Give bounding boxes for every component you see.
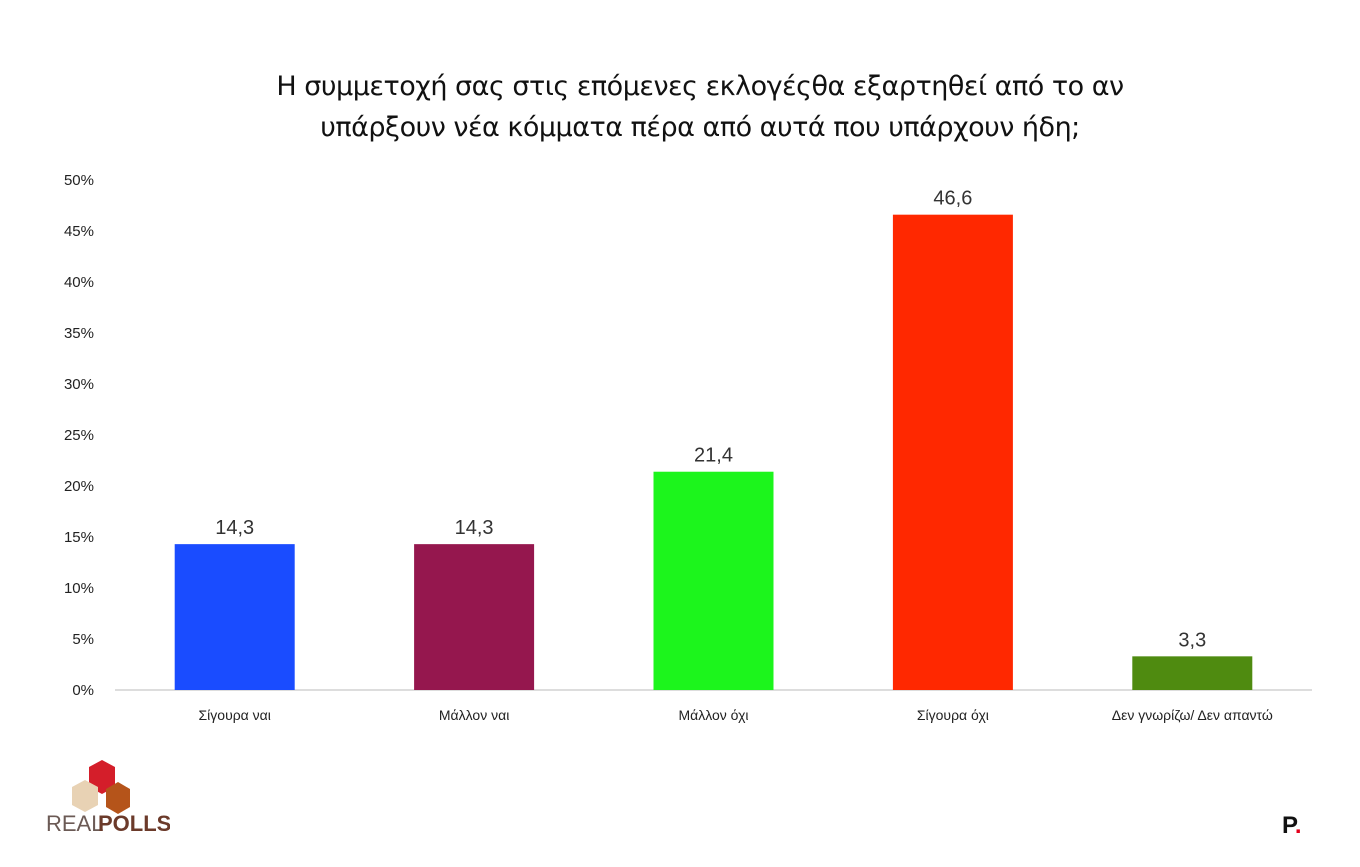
y-tick-label: 10%: [64, 580, 94, 597]
data-label: 14,3: [455, 517, 494, 539]
svg-text:POLLS: POLLS: [98, 811, 170, 836]
y-tick-label: 15%: [64, 529, 94, 546]
svg-text:REAL: REAL: [46, 811, 103, 836]
data-label: 21,4: [694, 445, 733, 467]
p-logo: P.: [1282, 812, 1302, 839]
x-tick-label: Μάλλον ναι: [439, 707, 509, 723]
data-label: 3,3: [1178, 629, 1206, 651]
y-tick-label: 40%: [64, 274, 94, 291]
y-tick-label: 5%: [72, 631, 94, 648]
bar: [892, 214, 1013, 690]
y-tick-label: 35%: [64, 325, 94, 342]
data-label: 46,6: [933, 188, 972, 210]
title-line-2: υπάρξουν νέα κόμματα πέρα από αυτά που υ…: [320, 112, 1080, 143]
bar: [1132, 656, 1253, 690]
x-tick-label: Σίγουρα ναι: [199, 707, 271, 723]
realpolls-logo: REAL POLLS: [40, 755, 171, 845]
y-tick-label: 30%: [64, 376, 94, 393]
x-tick-label: Μάλλον όχι: [678, 707, 748, 723]
y-tick-label: 25%: [64, 427, 94, 444]
bar: [653, 471, 774, 690]
bar: [174, 544, 295, 690]
chart-title: Η συμμετοχή σας στις επόμενες εκλογέςθα …: [0, 66, 1360, 148]
x-tick-label: Σίγουρα όχι: [917, 707, 989, 723]
data-label: 14,3: [215, 517, 254, 539]
bar: [414, 544, 535, 690]
title-line-1: Η συμμετοχή σας στις επόμενες εκλογέςθα …: [276, 71, 1124, 102]
y-tick-label: 50%: [64, 172, 94, 189]
y-tick-label: 0%: [72, 682, 94, 699]
y-tick-label: 20%: [64, 478, 94, 495]
y-tick-label: 45%: [64, 223, 94, 240]
x-tick-label: Δεν γνωρίζω/ Δεν απαντώ: [1112, 707, 1273, 723]
